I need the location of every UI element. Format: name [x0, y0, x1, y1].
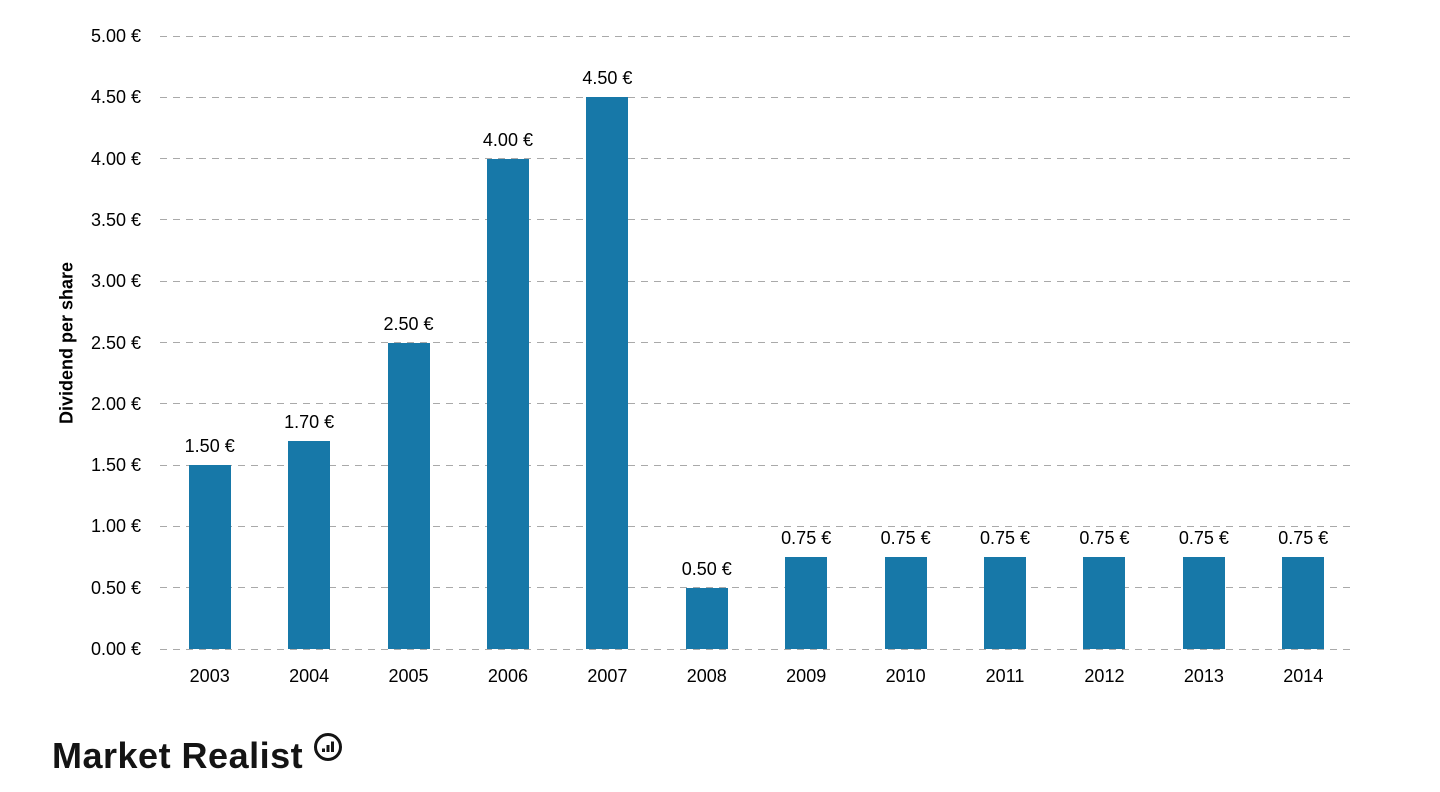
value-label-2012: 0.75 € [1079, 528, 1130, 549]
x-tick-label-2004: 2004 [289, 666, 330, 686]
gridline-2.50€ [160, 342, 1353, 343]
bar-2007 [586, 97, 629, 649]
value-label-2006: 4.00 € [482, 129, 533, 150]
bar-2014 [1282, 557, 1325, 649]
y-tick-label: 1.50 € [90, 455, 141, 476]
bar-2011 [984, 557, 1027, 649]
y-tick-label: 3.50 € [90, 209, 141, 230]
x-tick-label-2012: 2012 [1084, 666, 1125, 686]
y-tick-label: 4.00 € [90, 148, 141, 169]
gridline-3.50€ [160, 219, 1353, 221]
y-tick-label: 5.00 € [90, 26, 141, 46]
y-tick-label: 2.50 € [90, 332, 141, 353]
gridline-4.00€ [160, 158, 1353, 160]
y-tick-label: 4.50 € [90, 87, 141, 108]
bar-2008 [685, 587, 728, 649]
bar-2003 [188, 465, 231, 649]
y-tick-label: 3.00 € [90, 271, 141, 292]
x-tick-label-2010: 2010 [885, 666, 926, 686]
bar-2004 [288, 440, 331, 649]
bar-2005 [387, 342, 430, 649]
value-label-2007: 4.50 € [582, 68, 633, 89]
market-realist-wordmark: Market Realist [52, 735, 304, 776]
value-label-2013: 0.75 € [1178, 528, 1229, 549]
x-tick-label-2007: 2007 [587, 666, 628, 686]
value-label-2003: 1.50 € [184, 436, 235, 457]
gridline-3.00€ [160, 280, 1353, 282]
x-tick-label-2013: 2013 [1183, 666, 1224, 686]
gridline-1.50€ [160, 464, 1353, 466]
value-label-2011: 0.75 € [980, 528, 1031, 549]
x-tick-label-2011: 2011 [985, 666, 1025, 686]
bar-2010 [884, 557, 927, 649]
gridline-5.00€ [160, 35, 1353, 37]
x-tick-label-2005: 2005 [388, 666, 429, 686]
x-tick-label-2003: 2003 [189, 666, 230, 686]
bar-2013 [1182, 557, 1225, 649]
bar-2012 [1083, 557, 1126, 649]
dividend-per-share-bar-chart: Dividend per share 5.00 €4.50 €4.00 €3.5… [57, 26, 1353, 686]
value-label-2005: 2.50 € [383, 313, 434, 334]
value-label-2004: 1.70 € [284, 411, 335, 432]
x-tick-label-2008: 2008 [686, 666, 727, 686]
y-tick-label: 0.50 € [90, 577, 141, 598]
y-tick-label: 2.00 € [90, 393, 141, 414]
x-tick-label-2006: 2006 [487, 666, 528, 686]
market-realist-logo: Market Realist [52, 732, 343, 792]
bar-chart-circle-icon [313, 732, 343, 767]
value-label-2008: 0.50 € [681, 558, 732, 579]
value-label-2009: 0.75 € [781, 528, 832, 549]
gridline-0.50€ [160, 587, 1353, 589]
y-tick-label: 0.00 € [90, 639, 141, 659]
value-label-2010: 0.75 € [880, 528, 931, 549]
gridline-1.00€ [160, 525, 1353, 527]
x-tick-label-2009: 2009 [786, 666, 827, 686]
bar-2009 [785, 557, 828, 649]
gridline-0.00€ [160, 648, 1353, 650]
bar-2006 [486, 158, 529, 649]
x-tick-label-2014: 2014 [1283, 666, 1324, 686]
gridline-4.50€ [160, 96, 1353, 98]
gridline-2.00€ [160, 403, 1353, 405]
y-tick-label: 1.00 € [90, 516, 141, 537]
value-label-2014: 0.75 € [1278, 528, 1329, 549]
